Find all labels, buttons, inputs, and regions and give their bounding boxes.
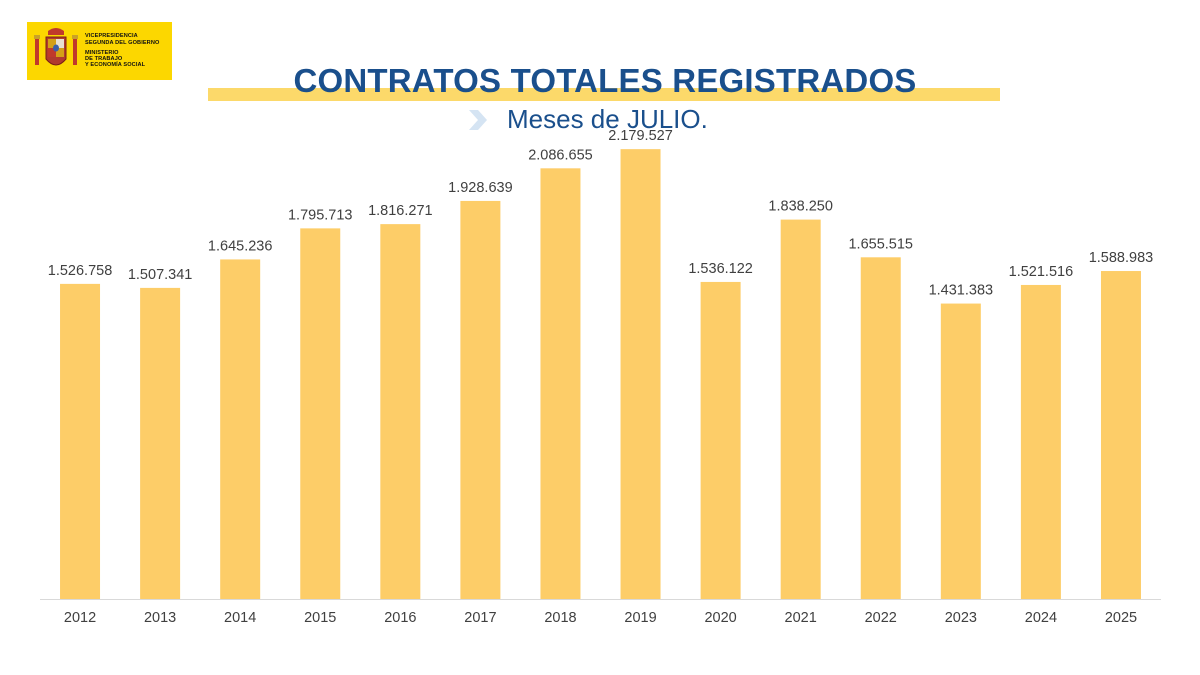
bar-2023 xyxy=(940,303,981,599)
data-label-2012: 1.526.758 xyxy=(48,263,113,279)
logo-line-1: VICEPRESIDENCIA xyxy=(85,33,138,40)
bar-2018 xyxy=(540,168,581,600)
bar-2019 xyxy=(620,149,661,599)
x-tick-label-2015: 2015 xyxy=(304,610,336,626)
x-tick-label-2018: 2018 xyxy=(544,610,576,626)
x-tick-label-2014: 2014 xyxy=(224,610,256,626)
logo-line-2: SEGUNDA DEL GOBIERNO xyxy=(85,39,160,46)
title-highlight-band xyxy=(208,88,1000,101)
data-label-2015: 1.795.713 xyxy=(288,207,353,223)
data-label-2019: 2.179.527 xyxy=(608,128,673,144)
x-tick-label-2013: 2013 xyxy=(144,610,176,626)
x-tick-label-2016: 2016 xyxy=(384,610,416,626)
x-tick-label-2012: 2012 xyxy=(64,610,96,626)
data-label-2020: 1.536.122 xyxy=(688,261,753,277)
bar-2013 xyxy=(140,287,181,599)
bar-2025 xyxy=(1100,271,1141,599)
x-tick-label-2023: 2023 xyxy=(945,610,977,626)
bar-2021 xyxy=(780,219,821,599)
coat-of-arms-icon xyxy=(34,28,78,66)
chart-title: CONTRATOS TOTALES REGISTRADOS xyxy=(293,62,917,99)
data-label-2018: 2.086.655 xyxy=(528,147,593,163)
logo-line-5: Y ECONOMÍA SOCIAL xyxy=(85,62,146,69)
x-tick-label-2022: 2022 xyxy=(865,610,897,626)
bar-2024 xyxy=(1020,284,1061,599)
bar-2012 xyxy=(60,283,101,599)
x-tick-label-2024: 2024 xyxy=(1025,610,1057,626)
x-tick-label-2017: 2017 xyxy=(464,610,496,626)
bar-2020 xyxy=(700,281,741,599)
chevron-right-icon xyxy=(469,110,487,130)
x-tick-label-2025: 2025 xyxy=(1105,610,1137,626)
data-label-2021: 1.838.250 xyxy=(768,199,833,215)
x-tick-label-2020: 2020 xyxy=(704,610,736,626)
data-label-2017: 1.928.639 xyxy=(448,180,513,196)
x-tick-label-2021: 2021 xyxy=(785,610,817,626)
data-label-2014: 1.645.236 xyxy=(208,238,273,254)
data-label-2024: 1.521.516 xyxy=(1009,264,1074,280)
logo-line-3: MINISTERIO xyxy=(85,49,119,56)
bar-2017 xyxy=(460,200,501,600)
bar-2015 xyxy=(300,228,341,599)
data-label-2022: 1.655.515 xyxy=(848,236,913,252)
logo-line-4: DE TRABAJO xyxy=(85,56,123,63)
bar-2016 xyxy=(380,224,421,600)
data-label-2013: 1.507.341 xyxy=(128,267,193,283)
government-logo: VICEPRESIDENCIA SEGUNDA DEL GOBIERNO MIN… xyxy=(27,22,172,80)
data-label-2023: 1.431.383 xyxy=(929,283,994,299)
bar-2022 xyxy=(860,257,901,599)
data-label-2025: 1.588.983 xyxy=(1089,250,1154,266)
bar-2014 xyxy=(220,259,261,599)
data-label-2016: 1.816.271 xyxy=(368,203,433,219)
x-tick-label-2019: 2019 xyxy=(624,610,656,626)
chart-subtitle: Meses de JULIO. xyxy=(507,104,708,134)
